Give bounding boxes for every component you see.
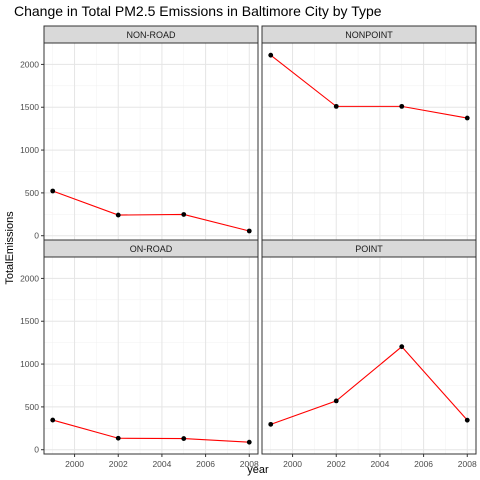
series-line-nonpoint (270, 54, 468, 119)
y-tick-label: 500 (25, 402, 39, 412)
data-point (50, 417, 56, 423)
data-point (246, 439, 252, 445)
panel-on-road: ON-ROAD 0 500 1000 1500 2000 2000 2002 2004 2006 2… (20, 239, 259, 469)
x-tick-label: 2006 (196, 459, 215, 469)
facet-strip-label: POINT (355, 244, 383, 254)
y-tick-label: 1000 (20, 359, 39, 369)
y-tick-label: 1500 (20, 316, 39, 326)
x-tick-label: 2008 (458, 459, 477, 469)
x-tick-label: 2000 (65, 459, 84, 469)
y-tick-label: 0 (34, 231, 39, 241)
panel-border (43, 256, 259, 455)
y-tick-label: 0 (34, 445, 39, 455)
panel-non-road: NON-ROAD 0 500 1000 1500 2000 (20, 25, 259, 241)
y-axis-label: TotalEmissions (4, 211, 16, 285)
facet-panels: NON-ROAD 0 500 1000 1500 2000 NONPOINT ON-ROAD 0… (20, 25, 477, 469)
data-point (181, 436, 187, 441)
chart-title: Change in Total PM2.5 Emissions in Balti… (14, 3, 382, 19)
plot-area (44, 257, 258, 454)
data-point (115, 212, 121, 218)
data-point (50, 188, 56, 194)
data-point (333, 398, 339, 404)
facet-strip-label: NONPOINT (345, 30, 393, 40)
series-line-non-road (52, 190, 250, 232)
facet-strip-label: ON-ROAD (130, 244, 173, 254)
x-tick-label: 2002 (327, 459, 346, 469)
panel-nonpoint: NONPOINT (261, 25, 477, 241)
panel-border (261, 256, 477, 455)
x-tick-label: 2004 (370, 459, 389, 469)
x-tick-label: 2000 (283, 459, 302, 469)
plot-area (44, 43, 258, 240)
y-tick-label: 500 (25, 188, 39, 198)
y-tick-label: 2000 (20, 59, 39, 69)
data-point (246, 228, 252, 234)
x-tick-label: 2002 (109, 459, 128, 469)
data-point (268, 52, 274, 58)
data-point (399, 344, 405, 350)
facet-strip-label: NON-ROAD (127, 30, 176, 40)
series-line-on-road (52, 419, 250, 443)
data-point (399, 103, 405, 109)
y-tick-label: 2000 (20, 273, 39, 283)
data-point (333, 103, 339, 109)
data-point (268, 421, 274, 427)
x-tick-label: 2004 (152, 459, 171, 469)
plot-area (262, 43, 476, 240)
series-line-point (270, 345, 468, 425)
data-point (464, 115, 470, 121)
y-tick-label: 1500 (20, 102, 39, 112)
y-tick-label: 1000 (20, 145, 39, 155)
data-point (115, 435, 121, 441)
x-axis-label: year (247, 464, 269, 476)
plot-area (262, 257, 476, 454)
x-tick-label: 2008 (240, 459, 259, 469)
data-point (464, 417, 470, 423)
x-tick-label: 2006 (414, 459, 433, 469)
data-point (181, 212, 187, 217)
panel-point: POINT 2000 2002 2004 2006 2008 (261, 239, 477, 469)
